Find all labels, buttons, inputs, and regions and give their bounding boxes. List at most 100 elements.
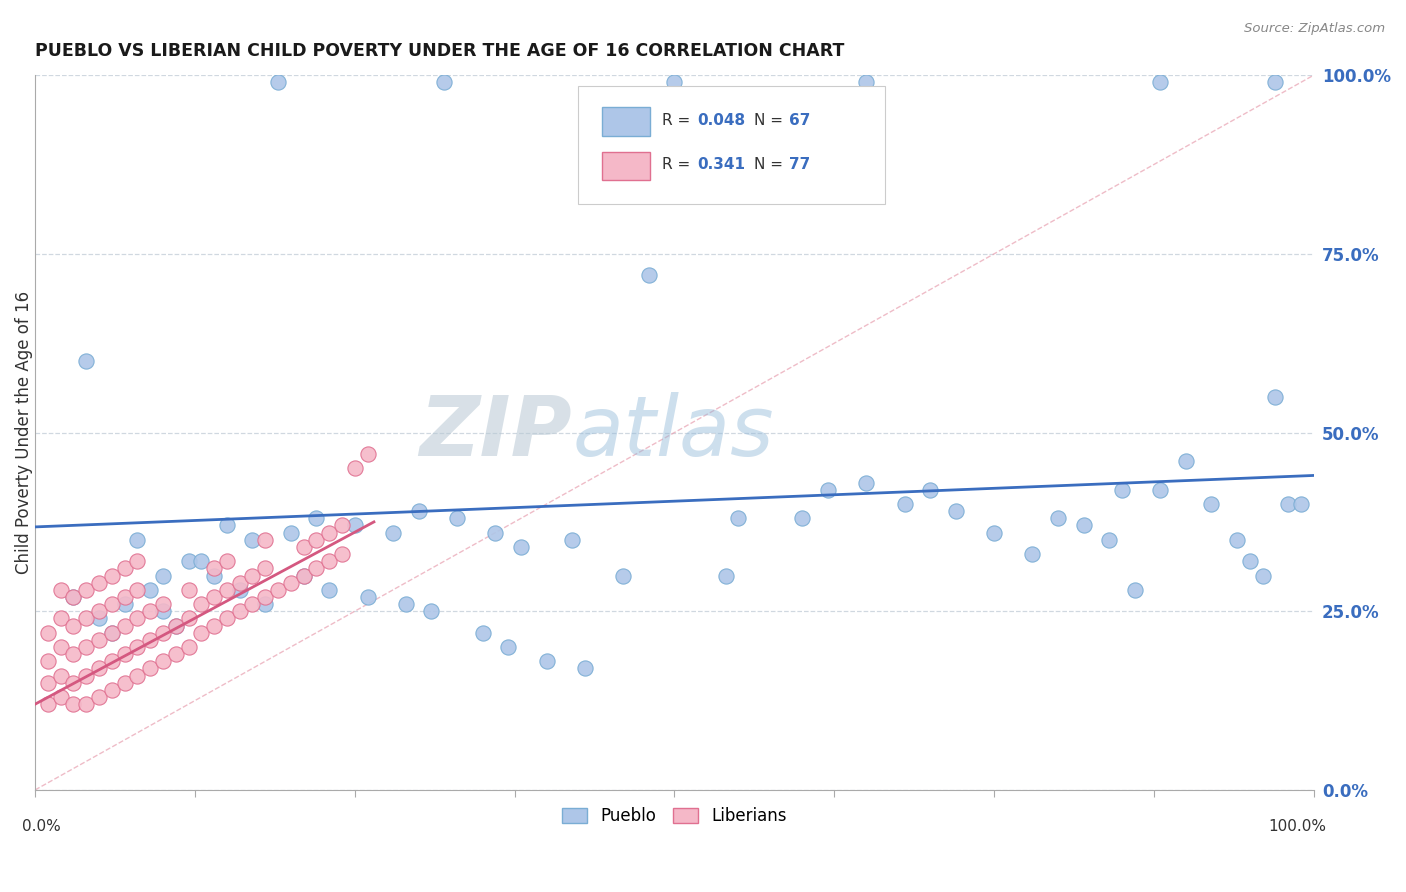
Point — [280, 575, 302, 590]
Point — [152, 625, 174, 640]
Point — [190, 554, 212, 568]
Point — [254, 597, 277, 611]
Point — [87, 690, 110, 704]
Point — [215, 582, 238, 597]
FancyBboxPatch shape — [578, 86, 886, 204]
Point — [190, 625, 212, 640]
Point — [202, 568, 225, 582]
Point — [242, 597, 264, 611]
Point — [792, 511, 814, 525]
Point — [114, 647, 136, 661]
Point — [152, 654, 174, 668]
Text: R =: R = — [662, 112, 695, 128]
Point — [62, 590, 84, 604]
Point — [1277, 497, 1299, 511]
Point — [433, 75, 456, 89]
Point — [37, 675, 59, 690]
Point — [101, 682, 124, 697]
Point — [101, 654, 124, 668]
Point — [612, 568, 634, 582]
Point — [75, 354, 97, 368]
Point — [215, 554, 238, 568]
Point — [1251, 568, 1274, 582]
Point — [152, 604, 174, 618]
Point — [202, 618, 225, 632]
Point — [1021, 547, 1043, 561]
Point — [471, 625, 494, 640]
Point — [87, 632, 110, 647]
Point — [292, 540, 315, 554]
Point — [305, 511, 328, 525]
Point — [343, 461, 366, 475]
Point — [1264, 390, 1286, 404]
Point — [152, 568, 174, 582]
Point — [1098, 533, 1121, 547]
Point — [114, 561, 136, 575]
Point — [1201, 497, 1223, 511]
Point — [318, 525, 340, 540]
Point — [330, 518, 353, 533]
Text: 0.0%: 0.0% — [22, 819, 60, 833]
Point — [1226, 533, 1249, 547]
Point — [343, 518, 366, 533]
Point — [127, 668, 149, 682]
Point — [242, 533, 264, 547]
Point — [75, 668, 97, 682]
Point — [101, 568, 124, 582]
Point — [87, 604, 110, 618]
Point — [62, 647, 84, 661]
Text: 67: 67 — [789, 112, 811, 128]
Text: 0.341: 0.341 — [697, 157, 745, 172]
Text: ZIP: ZIP — [419, 392, 572, 473]
Point — [356, 590, 378, 604]
Point — [101, 625, 124, 640]
Point — [855, 75, 877, 89]
Point — [356, 447, 378, 461]
Point — [127, 582, 149, 597]
Point — [87, 575, 110, 590]
Point — [446, 511, 468, 525]
Point — [139, 661, 162, 675]
Point — [37, 625, 59, 640]
Point — [254, 561, 277, 575]
Point — [202, 561, 225, 575]
Text: 100.0%: 100.0% — [1268, 819, 1326, 833]
Point — [228, 604, 250, 618]
Point — [305, 561, 328, 575]
Point — [139, 604, 162, 618]
Point — [484, 525, 506, 540]
Point — [318, 554, 340, 568]
FancyBboxPatch shape — [602, 107, 650, 136]
Point — [254, 533, 277, 547]
Point — [292, 568, 315, 582]
Text: Source: ZipAtlas.com: Source: ZipAtlas.com — [1244, 22, 1385, 36]
Point — [561, 533, 583, 547]
Point — [496, 640, 519, 654]
Point — [87, 611, 110, 625]
Point — [574, 661, 596, 675]
Point — [37, 654, 59, 668]
Point — [1046, 511, 1069, 525]
Point — [714, 568, 737, 582]
Text: 77: 77 — [789, 157, 811, 172]
Point — [62, 618, 84, 632]
Point — [893, 497, 915, 511]
Point — [228, 582, 250, 597]
Point — [228, 575, 250, 590]
Point — [75, 697, 97, 711]
Point — [330, 547, 353, 561]
Point — [114, 675, 136, 690]
Point — [215, 518, 238, 533]
Point — [727, 511, 749, 525]
Point — [49, 640, 72, 654]
Point — [983, 525, 1005, 540]
Point — [62, 675, 84, 690]
Point — [62, 697, 84, 711]
Legend: Pueblo, Liberians: Pueblo, Liberians — [555, 800, 793, 831]
Point — [280, 525, 302, 540]
Point — [165, 618, 187, 632]
Point — [49, 668, 72, 682]
Point — [62, 590, 84, 604]
Point — [408, 504, 430, 518]
Point — [637, 268, 659, 283]
